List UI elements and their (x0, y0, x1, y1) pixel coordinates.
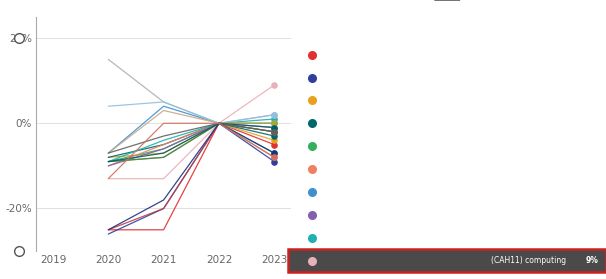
Text: (CAH11) computing: (CAH11) computing (491, 256, 566, 265)
Text: (CAH10) engineering and technology: (CAH10) engineering and technology (424, 233, 566, 242)
Point (270, 155, 279, 160)
Text: -3%: -3% (584, 119, 598, 128)
Point (270, 83, 279, 87)
Point (270, 112, 279, 117)
Text: -1%: -1% (584, 210, 598, 219)
Text: (CAH02) subjects allied to medicine: (CAH02) subjects allied to medicine (429, 73, 566, 82)
Text: -9%: -9% (584, 73, 598, 82)
Text: -8%: -8% (584, 165, 598, 174)
Point (270, 159, 279, 164)
Point (270, 125, 279, 130)
Point (270, 155, 279, 160)
Point (270, 112, 279, 117)
Text: 0%: 0% (586, 187, 598, 196)
Text: (CAH01) medicine and dentistry: (CAH01) medicine and dentistry (443, 50, 566, 59)
Point (270, 121, 279, 126)
Text: 9%: 9% (585, 256, 598, 265)
FancyBboxPatch shape (288, 249, 606, 273)
Text: (CAH05) veterinary sciences: (CAH05) veterinary sciences (457, 142, 566, 151)
Point (270, 151, 279, 155)
Point (270, 129, 279, 134)
Point (270, 134, 279, 138)
Point (270, 117, 279, 121)
Point (270, 121, 279, 126)
Text: (CAH03) biological and sport sciences: (CAH03) biological and sport sciences (421, 96, 566, 105)
Point (270, 151, 279, 155)
Point (270, 138, 279, 143)
Text: -4%: -4% (584, 96, 598, 105)
Text: (CAH07) physical sciences: (CAH07) physical sciences (465, 187, 566, 196)
Text: -7%: -7% (584, 142, 598, 151)
Point (270, 121, 279, 126)
Text: (CAH06) agriculture, food and related studies: (CAH06) agriculture, food and related st… (391, 165, 566, 174)
Point (270, 142, 279, 147)
Text: 2023: 2023 (311, 17, 343, 30)
Point (270, 125, 279, 130)
Text: 1%: 1% (586, 233, 598, 242)
Text: -5%: -5% (584, 50, 598, 59)
Point (270, 129, 279, 134)
Point (270, 129, 279, 134)
Text: (CAH04) psychology: (CAH04) psychology (488, 119, 566, 128)
Text: (CAH09) mathematical sciences: (CAH09) mathematical sciences (444, 210, 566, 219)
